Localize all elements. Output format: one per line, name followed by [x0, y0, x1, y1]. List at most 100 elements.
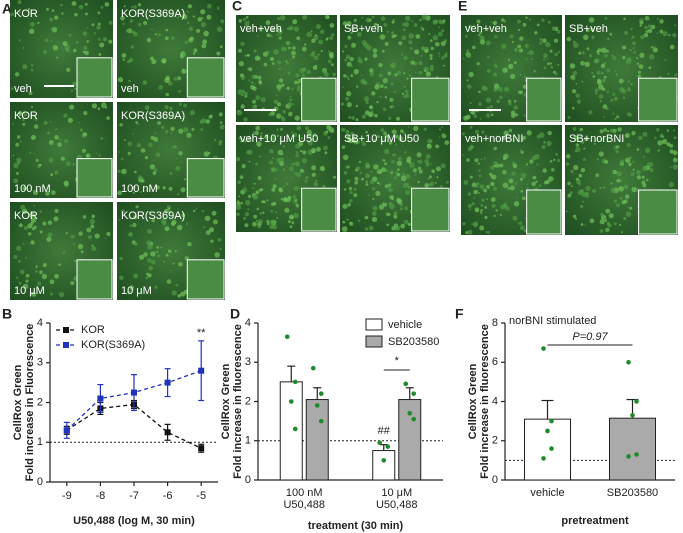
cell-texture	[353, 193, 358, 198]
cell-texture	[171, 290, 177, 296]
cell-texture	[13, 178, 19, 184]
cell-texture	[73, 260, 76, 262]
cell-texture	[106, 116, 110, 120]
cell-texture	[603, 128, 608, 132]
cell-texture	[189, 110, 195, 116]
cell-texture	[480, 203, 484, 207]
cell-texture	[180, 161, 182, 163]
cell-texture	[436, 176, 439, 179]
cell-texture	[243, 217, 246, 220]
cell-texture	[307, 133, 313, 139]
data-point	[284, 334, 290, 340]
cell-texture	[403, 95, 406, 99]
cell-texture	[393, 90, 396, 94]
data-point	[407, 410, 413, 416]
cell-texture	[289, 214, 294, 220]
cell-texture	[148, 211, 151, 214]
cell-texture	[510, 73, 516, 80]
cell-texture	[625, 160, 628, 162]
cell-texture	[467, 147, 472, 152]
cell-texture	[248, 194, 252, 199]
cell-texture	[269, 219, 275, 225]
cell-texture	[285, 60, 288, 62]
cell-texture	[439, 128, 441, 131]
cell-texture	[10, 12, 14, 16]
cell-texture	[570, 169, 574, 174]
cell-texture	[517, 19, 521, 24]
cell-texture	[346, 75, 349, 79]
cell-texture	[664, 58, 667, 61]
cell-texture	[603, 75, 607, 79]
cell-texture	[627, 87, 632, 92]
cell-texture	[477, 162, 480, 165]
cell-texture	[132, 133, 134, 135]
cell-texture	[617, 127, 622, 132]
cell-texture	[418, 60, 423, 66]
cell-texture	[281, 83, 285, 87]
cell-texture	[323, 145, 328, 151]
cell-texture	[662, 31, 668, 37]
cell-texture	[216, 51, 221, 56]
cell-texture	[630, 172, 635, 177]
cell-texture	[611, 54, 614, 57]
cell-texture	[419, 18, 422, 22]
cell-texture	[642, 155, 646, 158]
cell-texture	[484, 215, 488, 220]
cell-texture	[379, 95, 382, 98]
cell-texture	[582, 200, 585, 203]
cell-texture	[511, 171, 516, 176]
cell-texture	[510, 113, 516, 118]
cell-texture	[602, 87, 606, 91]
cell-texture	[173, 77, 177, 81]
cell-texture	[145, 276, 149, 280]
cell-texture	[31, 291, 37, 297]
cell-texture	[355, 118, 359, 121]
cell-texture	[41, 273, 48, 280]
cell-texture	[256, 141, 262, 147]
cell-texture	[143, 252, 148, 257]
cell-texture	[640, 35, 645, 40]
cell-texture	[252, 86, 257, 91]
cell-texture	[259, 155, 262, 158]
cell-texture	[583, 136, 589, 142]
cell-texture	[59, 291, 65, 298]
cell-texture	[438, 52, 441, 55]
cell-texture	[120, 157, 124, 161]
cell-texture	[657, 18, 659, 20]
cell-texture	[18, 223, 23, 228]
cell-texture	[282, 110, 286, 114]
cell-texture	[48, 157, 54, 163]
cell-texture	[84, 12, 88, 16]
cell-texture	[637, 74, 641, 78]
y-axis-label: CellRox Green	[12, 364, 24, 440]
cell-texture	[441, 29, 445, 33]
cell-texture	[638, 135, 643, 141]
cell-texture	[144, 105, 150, 111]
cell-texture	[349, 221, 354, 226]
cell-texture	[81, 148, 86, 153]
cell-texture	[278, 36, 282, 40]
cell-texture	[361, 177, 365, 181]
cell-texture	[469, 126, 473, 129]
cell-texture	[68, 33, 72, 37]
y-tick-label: 0	[245, 474, 251, 486]
cell-texture	[270, 202, 274, 206]
cell-texture	[394, 73, 398, 77]
cell-texture	[519, 177, 523, 181]
cell-texture	[18, 260, 21, 263]
cell-texture	[184, 40, 189, 45]
cell-texture	[97, 11, 101, 15]
cell-texture	[373, 164, 379, 170]
cell-texture	[471, 223, 474, 226]
cell-texture	[471, 202, 475, 206]
cell-texture	[74, 12, 78, 17]
cell-texture	[636, 169, 641, 175]
cell-texture	[138, 175, 143, 180]
cell-texture	[128, 79, 131, 83]
cell-texture	[208, 227, 215, 233]
cell-texture	[19, 269, 25, 275]
cell-texture	[372, 53, 378, 58]
cell-texture	[201, 209, 205, 213]
cell-texture	[616, 145, 620, 149]
cell-texture	[387, 71, 392, 76]
